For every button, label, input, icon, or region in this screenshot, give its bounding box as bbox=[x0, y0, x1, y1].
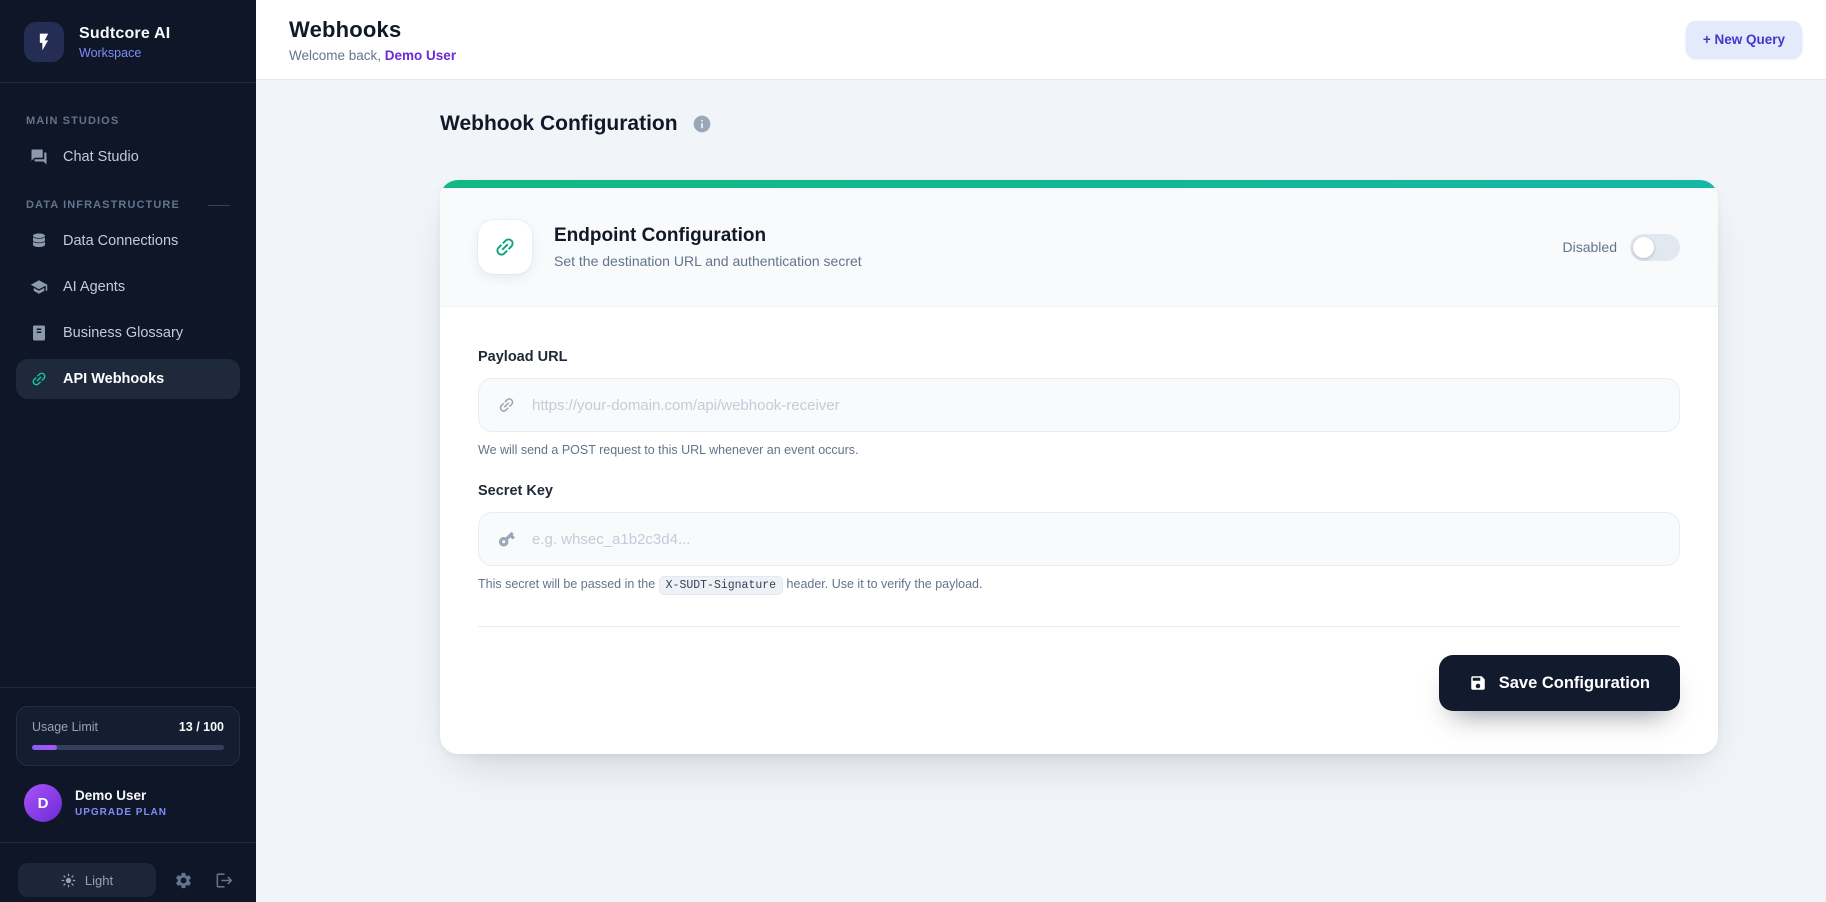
section-label-main-studios: MAIN STUDIOS bbox=[26, 115, 230, 127]
card-body: Payload URL We will send a POST request … bbox=[440, 307, 1718, 754]
avatar: D bbox=[24, 784, 62, 822]
chat-icon bbox=[30, 148, 48, 166]
card-footer: Save Configuration bbox=[478, 627, 1680, 754]
brand-subtitle: Workspace bbox=[79, 45, 142, 60]
usage-progress-bar bbox=[32, 745, 224, 750]
secret-key-field: Secret Key This secret will be passed in… bbox=[478, 483, 1680, 595]
signature-header-code: X-SUDT-Signature bbox=[658, 576, 784, 595]
sidebar-item-label: Data Connections bbox=[63, 233, 179, 249]
sidebar-item-ai-agents[interactable]: AI Agents bbox=[16, 267, 240, 307]
sidebar-item-label: Chat Studio bbox=[63, 149, 139, 165]
card-title: Endpoint Configuration bbox=[554, 225, 767, 246]
upgrade-plan-link[interactable]: UPGRADE PLAN bbox=[75, 807, 168, 818]
section-label-data-infrastructure: DATA INFRASTRUCTURE bbox=[26, 199, 230, 211]
section-title-row: Webhook Configuration bbox=[440, 112, 1718, 136]
sidebar-item-label: Business Glossary bbox=[63, 325, 184, 341]
sidebar-divider bbox=[0, 82, 256, 83]
secret-key-help: This secret will be passed in the X-SUDT… bbox=[478, 576, 1680, 595]
logout-button[interactable] bbox=[211, 867, 238, 894]
secret-key-input-wrap bbox=[478, 512, 1680, 566]
usage-progress-fill bbox=[32, 745, 57, 750]
sidebar-item-label: API Webhooks bbox=[63, 371, 165, 387]
payload-url-input[interactable] bbox=[478, 378, 1680, 432]
card-footer-divider bbox=[478, 626, 1680, 627]
payload-url-input-wrap bbox=[478, 378, 1680, 432]
enabled-toggle[interactable] bbox=[1630, 233, 1680, 261]
new-query-button[interactable]: + New Query bbox=[1685, 21, 1802, 58]
theme-toggle-label: Light bbox=[84, 872, 114, 888]
page-title: Webhooks bbox=[289, 16, 402, 42]
main-column: Webhooks Welcome back, Demo User + New Q… bbox=[256, 0, 1826, 902]
key-icon bbox=[493, 526, 520, 553]
section-label-text: MAIN STUDIOS bbox=[26, 115, 120, 127]
bolt-icon bbox=[24, 22, 64, 62]
save-icon bbox=[1469, 674, 1487, 692]
sidebar-item-label: AI Agents bbox=[63, 279, 126, 295]
sidebar-nav: MAIN STUDIOS Chat Studio DATA INFRASTRUC… bbox=[0, 83, 256, 405]
secret-key-label: Secret Key bbox=[478, 483, 553, 499]
toggle-group: Disabled bbox=[1562, 233, 1680, 261]
card-accent-bar bbox=[440, 180, 1718, 188]
sidebar-item-data-connections[interactable]: Data Connections bbox=[16, 221, 240, 261]
link-icon bbox=[493, 392, 520, 419]
database-icon bbox=[30, 232, 48, 250]
brand-name: Sudtcore AI bbox=[79, 24, 171, 42]
secret-key-help-prefix: This secret will be passed in the bbox=[478, 577, 659, 591]
sidebar-item-api-webhooks[interactable]: API Webhooks bbox=[16, 359, 240, 399]
graduation-cap-icon bbox=[30, 278, 48, 296]
usage-limit-label: Usage Limit bbox=[32, 720, 98, 734]
settings-button[interactable] bbox=[170, 867, 197, 894]
card-header: Endpoint Configuration Set the destinati… bbox=[440, 188, 1718, 307]
section-collapse-dash bbox=[208, 204, 230, 206]
topbar-left: Webhooks Welcome back, Demo User bbox=[289, 17, 456, 63]
payload-url-field: Payload URL We will send a POST request … bbox=[478, 349, 1680, 457]
topbar: Webhooks Welcome back, Demo User + New Q… bbox=[256, 0, 1826, 80]
user-profile[interactable]: D Demo User UPGRADE PLAN bbox=[0, 766, 256, 836]
welcome-user-link[interactable]: Demo User bbox=[384, 47, 457, 63]
sidebar-bottom: Usage Limit 13 / 100 D Demo User UPGRADE… bbox=[0, 687, 256, 902]
gear-icon bbox=[174, 871, 193, 890]
sun-icon bbox=[61, 873, 76, 888]
webhook-configuration-title: Webhook Configuration bbox=[440, 112, 678, 135]
book-icon bbox=[30, 324, 48, 342]
sidebar-item-chat-studio[interactable]: Chat Studio bbox=[16, 137, 240, 177]
info-icon[interactable] bbox=[692, 114, 712, 134]
toggle-status-label: Disabled bbox=[1562, 239, 1617, 255]
webhook-configuration-card: Endpoint Configuration Set the destinati… bbox=[440, 180, 1718, 754]
card-subtitle: Set the destination URL and authenticati… bbox=[554, 253, 862, 269]
welcome-prefix: Welcome back, bbox=[289, 47, 385, 63]
toggle-knob bbox=[1633, 236, 1654, 258]
payload-url-label: Payload URL bbox=[478, 349, 568, 365]
user-name: Demo User bbox=[75, 788, 147, 803]
link-icon bbox=[478, 220, 532, 274]
secret-key-help-suffix: header. Use it to verify the payload. bbox=[783, 577, 983, 591]
payload-url-help: We will send a POST request to this URL … bbox=[478, 443, 859, 457]
main-content: Webhook Configuration Endpoint Configura… bbox=[256, 80, 1826, 902]
usage-card: Usage Limit 13 / 100 bbox=[16, 706, 240, 766]
sidebar-item-business-glossary[interactable]: Business Glossary bbox=[16, 313, 240, 353]
theme-toggle-button[interactable]: Light bbox=[18, 863, 156, 897]
sidebar: Sudtcore AI Workspace MAIN STUDIOS Chat … bbox=[0, 0, 256, 902]
section-label-text: DATA INFRASTRUCTURE bbox=[26, 199, 180, 211]
link-icon bbox=[30, 370, 48, 388]
secret-key-input[interactable] bbox=[478, 512, 1680, 566]
save-button-label: Save Configuration bbox=[1498, 673, 1650, 692]
card-header-text: Endpoint Configuration Set the destinati… bbox=[554, 225, 862, 269]
sidebar-footer: Light bbox=[0, 842, 256, 902]
welcome-text: Welcome back, Demo User bbox=[289, 48, 456, 63]
logout-icon bbox=[215, 871, 234, 890]
save-configuration-button[interactable]: Save Configuration bbox=[1438, 655, 1680, 711]
usage-limit-value: 13 / 100 bbox=[178, 720, 224, 734]
brand-text: Sudtcore AI Workspace bbox=[79, 25, 170, 60]
brand: Sudtcore AI Workspace bbox=[0, 0, 256, 82]
